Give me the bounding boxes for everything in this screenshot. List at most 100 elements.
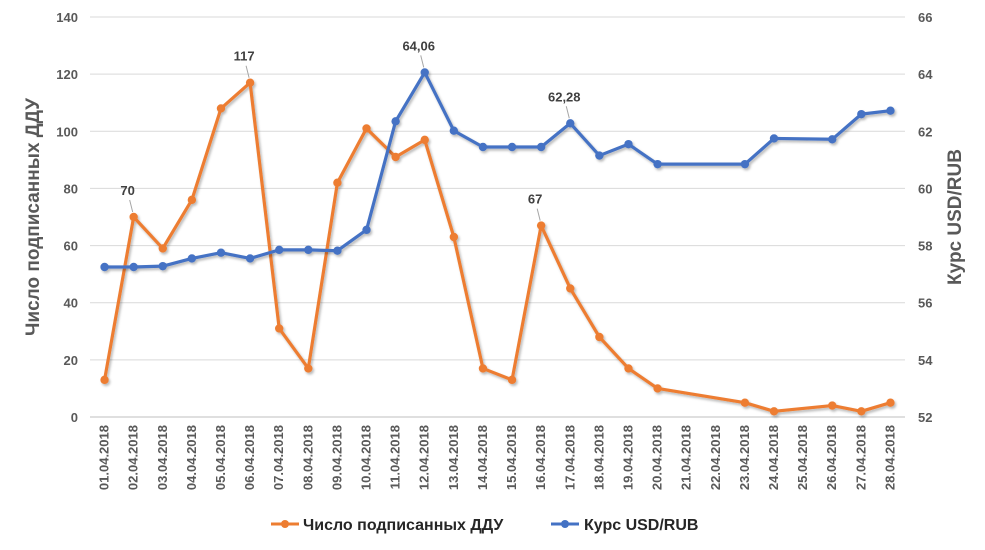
data-label: 67 bbox=[528, 192, 542, 207]
x-tick-label: 24.04.2018 bbox=[766, 425, 781, 490]
x-tick-label: 05.04.2018 bbox=[213, 425, 228, 490]
data-point bbox=[274, 245, 284, 255]
label-leader-line bbox=[420, 55, 425, 68]
y-tick-label: 80 bbox=[64, 181, 78, 196]
data-label: 117 bbox=[234, 49, 255, 64]
x-tick-label: 28.04.2018 bbox=[882, 425, 897, 490]
data-point bbox=[158, 261, 167, 271]
y2-tick-label: 58 bbox=[918, 239, 932, 254]
legend-marker-blue bbox=[561, 520, 569, 528]
data-point bbox=[100, 375, 109, 385]
data-point bbox=[245, 78, 255, 87]
data-point bbox=[245, 254, 255, 263]
x-axis-ticks: 01.04.2018 02.04.2018 03.04.2018 04.04.2018… bbox=[97, 425, 898, 490]
x-tick-label: 09.04.2018 bbox=[329, 425, 344, 490]
data-label: 62,28 bbox=[548, 89, 581, 104]
legend-label-series-2: Курс USD/RUB bbox=[584, 517, 698, 534]
y2-tick-label: 54 bbox=[918, 353, 933, 368]
x-tick-label: 02.04.2018 bbox=[126, 425, 141, 490]
data-point bbox=[507, 142, 517, 152]
data-point bbox=[129, 212, 138, 222]
data-point bbox=[595, 332, 604, 342]
data-point bbox=[740, 398, 750, 407]
data-point bbox=[478, 142, 488, 152]
y-tick-label: 20 bbox=[64, 353, 78, 368]
y2-tick-label: 62 bbox=[918, 124, 932, 139]
data-point bbox=[391, 117, 400, 126]
x-tick-label: 19.04.2018 bbox=[620, 425, 635, 490]
series-1 bbox=[100, 78, 895, 416]
gridlines bbox=[90, 16, 905, 418]
data-point bbox=[158, 244, 167, 253]
data-point bbox=[420, 135, 429, 145]
data-point bbox=[566, 119, 575, 128]
data-point bbox=[769, 134, 779, 143]
legend-item-series-1: Число подписанных ДДУ bbox=[271, 517, 504, 534]
data-point bbox=[129, 262, 138, 272]
data-point bbox=[769, 407, 779, 416]
label-leader-line bbox=[245, 65, 250, 78]
x-tick-label: 26.04.2018 bbox=[824, 425, 839, 490]
label-leader-line bbox=[129, 199, 134, 213]
data-point bbox=[624, 364, 633, 373]
data-point bbox=[362, 124, 371, 133]
x-tick-label: 27.04.2018 bbox=[853, 425, 868, 490]
data-point bbox=[100, 262, 109, 272]
data-point bbox=[478, 364, 488, 373]
data-point bbox=[595, 151, 604, 160]
data-point bbox=[857, 407, 866, 416]
data-point bbox=[187, 195, 197, 205]
y-tick-label: 40 bbox=[64, 296, 78, 311]
label-leader-line bbox=[565, 106, 570, 119]
x-tick-label: 08.04.2018 bbox=[300, 425, 315, 490]
data-labels: 70 117 67 64,06 62,28 bbox=[120, 38, 581, 221]
x-tick-label: 20.04.2018 bbox=[650, 425, 665, 490]
y2-tick-label: 56 bbox=[918, 296, 932, 311]
y2-axis-title: Курс USD/RUB bbox=[945, 149, 966, 285]
x-tick-label: 01.04.2018 bbox=[97, 425, 112, 490]
data-point bbox=[828, 135, 837, 144]
data-point bbox=[187, 254, 197, 263]
data-label: 70 bbox=[120, 183, 134, 198]
data-point bbox=[362, 225, 371, 235]
x-tick-label: 10.04.2018 bbox=[359, 425, 374, 490]
series-line-2 bbox=[102, 70, 893, 269]
series-line-1 bbox=[102, 81, 893, 413]
data-point bbox=[653, 384, 662, 393]
data-point bbox=[828, 401, 837, 410]
data-point bbox=[886, 106, 895, 115]
data-point bbox=[886, 398, 895, 407]
series-2 bbox=[100, 68, 895, 272]
data-point bbox=[449, 232, 459, 242]
y2-tick-label: 60 bbox=[918, 181, 932, 196]
series-layer bbox=[100, 68, 895, 416]
data-point bbox=[449, 126, 459, 135]
x-tick-label: 13.04.2018 bbox=[446, 425, 461, 490]
data-point bbox=[536, 221, 546, 230]
left-axis-ticks: 0 20 40 60 80 100 120 140 bbox=[56, 10, 78, 425]
data-point bbox=[333, 246, 342, 255]
data-point bbox=[536, 142, 546, 152]
y-tick-label: 100 bbox=[56, 124, 78, 139]
x-tick-label: 25.04.2018 bbox=[795, 425, 810, 490]
legend-marker-orange bbox=[281, 520, 289, 528]
data-point bbox=[304, 364, 313, 373]
data-point bbox=[420, 68, 429, 77]
data-point bbox=[624, 139, 633, 149]
y-tick-label: 140 bbox=[56, 10, 78, 25]
x-tick-label: 03.04.2018 bbox=[155, 425, 170, 490]
legend-label-series-1: Число подписанных ДДУ bbox=[303, 517, 504, 534]
data-point bbox=[333, 178, 342, 187]
data-point bbox=[216, 248, 226, 257]
x-tick-label: 11.04.2018 bbox=[388, 425, 403, 489]
y-tick-label: 0 bbox=[71, 410, 78, 425]
data-point bbox=[304, 245, 313, 255]
x-tick-label: 14.04.2018 bbox=[475, 425, 490, 490]
data-point bbox=[391, 152, 400, 162]
x-tick-label: 21.04.2018 bbox=[679, 425, 694, 490]
y2-tick-label: 66 bbox=[918, 10, 932, 25]
y2-tick-label: 52 bbox=[918, 410, 932, 425]
data-label: 64,06 bbox=[402, 38, 435, 53]
data-point bbox=[740, 159, 750, 169]
legend: Число подписанных ДДУ Курс USD/RUB bbox=[271, 517, 698, 534]
